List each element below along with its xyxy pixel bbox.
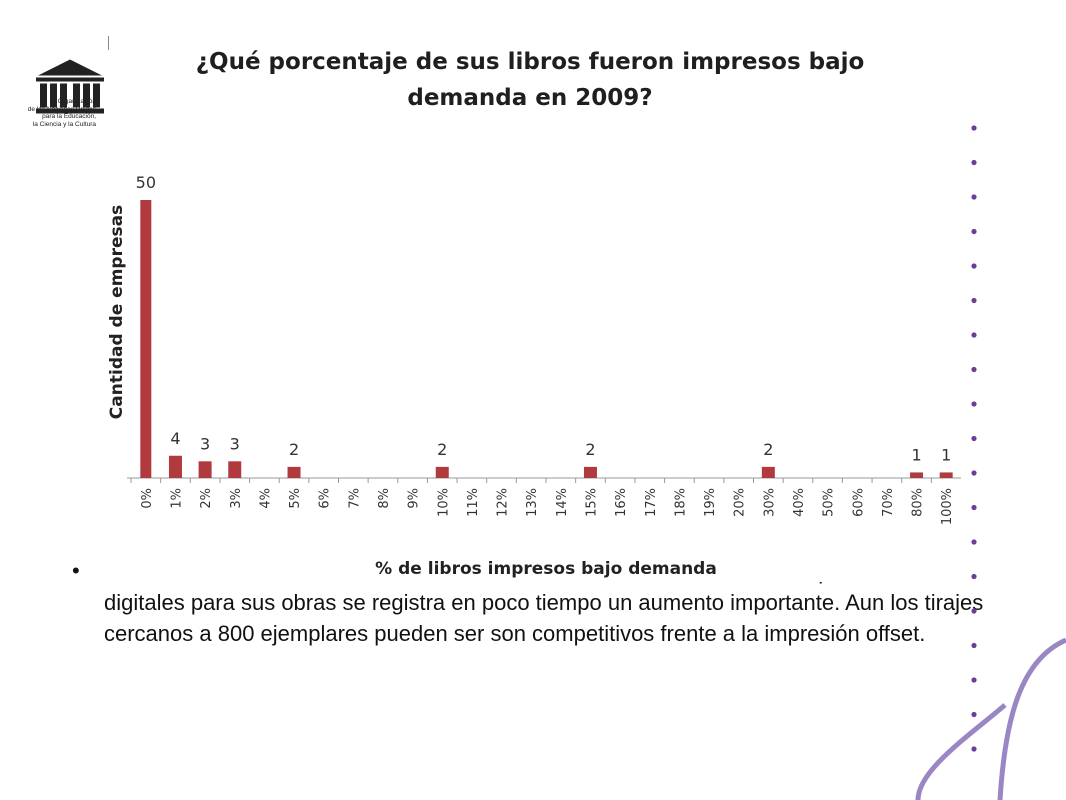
x-tick-label: 18% [673,488,688,517]
decor-curve [997,637,1066,800]
bar-30% [761,466,775,478]
bar-10% [435,466,449,478]
decor-dot [971,194,977,200]
decor-dot [971,125,977,131]
x-tick-label: 5% [288,488,303,509]
data-label: 2 [763,440,773,459]
x-tick-label: 15% [584,488,599,517]
x-tick-label: 2% [199,488,214,509]
bullet-marker: • [72,558,80,583]
decor-dot [971,711,977,718]
x-tick-label: 17% [644,488,659,517]
bar-1% [168,455,182,478]
decor-dot [971,159,977,166]
logo-divider [108,36,109,50]
bar-3% [228,461,242,478]
x-tick-label: 9% [407,488,422,509]
data-label: 2 [437,440,447,459]
x-tick-label: 13% [525,488,540,517]
bar-5% [287,466,301,478]
data-label: 50 [136,173,156,192]
x-tick-label: 40% [792,488,807,517]
decor-dot [971,642,977,649]
decor-dot [971,228,977,235]
data-label: 4 [170,429,180,448]
data-label: 3 [230,434,240,453]
logo-org-text: Organización de las Naciones Unidas para… [27,98,96,128]
x-tick-label: 10% [436,488,451,517]
x-tick-label: 70% [881,488,896,517]
x-tick-label: 1% [169,488,184,509]
decor-dot [971,366,977,373]
decor-dot [971,332,977,338]
x-tick-label: 14% [555,488,570,517]
slide-title: ¿Qué porcentaje de sus libros fueron imp… [195,49,865,111]
bar-0% [140,200,152,478]
decor-dot [971,608,977,614]
x-tick-label: 80% [911,488,926,517]
decor-dot [971,297,977,304]
x-tick-label: 16% [614,488,629,517]
x-tick-label: 4% [258,488,273,509]
data-label: 2 [585,440,595,459]
x-tick-label: 0% [140,488,155,509]
bar-2% [198,461,212,478]
chart-background [90,150,970,582]
unesco-logo [36,59,104,114]
decor-dot [971,539,977,545]
decor-dot [971,746,977,752]
decor-dot [971,677,977,683]
y-axis-label: Cantidad de empresas [107,205,127,419]
data-label: 3 [200,434,210,453]
x-tick-label: 60% [851,488,866,517]
decor-dot [971,401,977,407]
x-tick-label: 6% [318,488,333,509]
x-tick-label: 100% [940,488,955,525]
x-tick-label: 30% [762,488,777,517]
decor-dot [971,435,977,442]
decor-dot [971,504,977,511]
data-label: 1 [911,445,921,464]
decor-dot [971,263,977,269]
data-label: 2 [289,440,299,459]
x-axis-label: % de libros impresos bajo demanda [375,559,717,579]
x-tick-label: 20% [733,488,748,517]
x-tick-label: 7% [347,488,362,509]
x-tick-label: 11% [466,488,481,517]
x-tick-label: 3% [229,488,244,509]
bar-15% [583,466,597,478]
x-tick-label: 8% [377,488,392,509]
x-tick-label: 12% [496,488,511,517]
decor-dot [971,470,977,476]
bar-80% [910,472,924,478]
decor-curve [915,703,1007,800]
x-tick-label: 19% [703,488,718,517]
bar-100% [939,472,953,478]
data-label: 1 [941,445,951,464]
x-tick-label: 50% [822,488,837,517]
decor-dot [971,573,977,580]
